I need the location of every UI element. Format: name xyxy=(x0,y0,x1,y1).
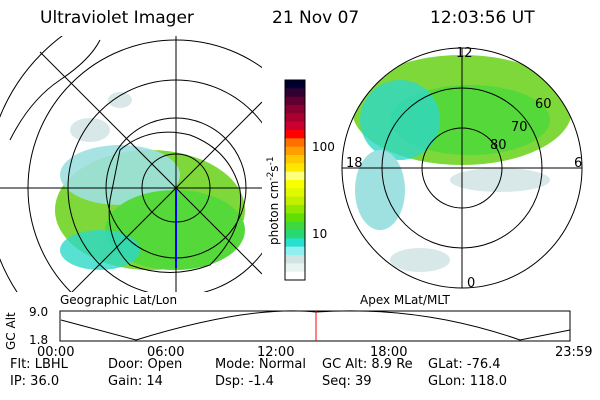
right-map-label: Apex MLat/MLT xyxy=(360,293,450,307)
time-label: 12:03:56 UT xyxy=(430,8,535,28)
colorbar-swatch xyxy=(285,113,305,123)
colorbar-swatch xyxy=(285,180,305,189)
lat-label-70: 70 xyxy=(511,120,528,135)
mlt-label-6: 6 xyxy=(574,156,583,171)
colorbar-swatch xyxy=(285,121,305,131)
colorbar-swatch xyxy=(285,221,305,231)
colorbar-swatch xyxy=(285,171,305,181)
altitude-plot xyxy=(59,310,571,342)
info-row2-3: Seq: 39 xyxy=(322,374,372,389)
info-row2-0: IP: 36.0 xyxy=(10,374,60,389)
altitude-ylabel: GC Alt xyxy=(4,312,18,350)
geographic-map xyxy=(0,36,262,292)
info-row1-2: Mode: Normal xyxy=(215,357,306,372)
info-row2-1: Gain: 14 xyxy=(108,374,163,389)
colorbar-swatch xyxy=(285,238,305,248)
colorbar-swatch xyxy=(285,188,305,198)
left-map-label: Geographic Lat/Lon xyxy=(60,293,178,307)
colorbar-swatch xyxy=(285,88,305,98)
colorbar-swatch xyxy=(285,96,305,106)
colorbar-tick-100: 100 xyxy=(312,140,335,154)
colorbar-swatch xyxy=(285,271,305,281)
colorbar xyxy=(285,80,305,281)
info-row1-3: GC Alt: 8.9 Re xyxy=(322,357,413,372)
info-row1-1: Door: Open xyxy=(108,357,183,372)
colorbar-swatch xyxy=(285,255,305,264)
mlt-label-0: 0 xyxy=(467,276,476,291)
colorbar-swatch xyxy=(285,205,305,214)
instrument-title: Ultraviolet Imager xyxy=(40,8,194,28)
colorbar-swatch xyxy=(285,80,305,89)
x-tick-2359: 23:59 xyxy=(555,345,593,360)
colorbar-swatch xyxy=(285,196,305,206)
colorbar-swatch xyxy=(285,230,305,239)
x-tick-0000: 00:00 xyxy=(37,345,75,360)
magnetic-polar-map xyxy=(341,47,583,289)
colorbar-swatch xyxy=(285,138,305,148)
x-tick-1200: 12:00 xyxy=(257,345,295,360)
info-row1-4: GLat: -76.4 xyxy=(428,357,501,372)
colorbar-swatch xyxy=(285,163,305,173)
x-tick-0600: 06:00 xyxy=(147,345,185,360)
colorbar-swatch xyxy=(285,130,305,139)
colorbar-swatch xyxy=(285,105,305,114)
colorbar-unit: photon cm-2s-1 xyxy=(266,156,281,245)
mlt-label-18: 18 xyxy=(346,156,363,171)
altitude-ytick-max: 9.0 xyxy=(29,305,49,319)
colorbar-swatch xyxy=(285,263,305,273)
colorbar-swatch xyxy=(285,155,305,164)
lat-label-80: 80 xyxy=(490,138,507,153)
x-tick-1800: 18:00 xyxy=(370,345,408,360)
info-row2-2: Dsp: -1.4 xyxy=(215,374,274,389)
altitude-ytick-min: 1.8 xyxy=(29,333,49,347)
colorbar-swatch xyxy=(285,146,305,156)
date-label: 21 Nov 07 xyxy=(272,8,360,28)
colorbar-swatch xyxy=(285,213,305,223)
info-row1-0: Flt: LBHL xyxy=(10,357,68,372)
mlt-label-12: 12 xyxy=(456,46,473,61)
colorbar-tick-10: 10 xyxy=(312,227,328,241)
info-row2-4: GLon: 118.0 xyxy=(428,374,508,389)
lat-label-60: 60 xyxy=(535,97,552,112)
colorbar-swatch xyxy=(285,246,305,256)
